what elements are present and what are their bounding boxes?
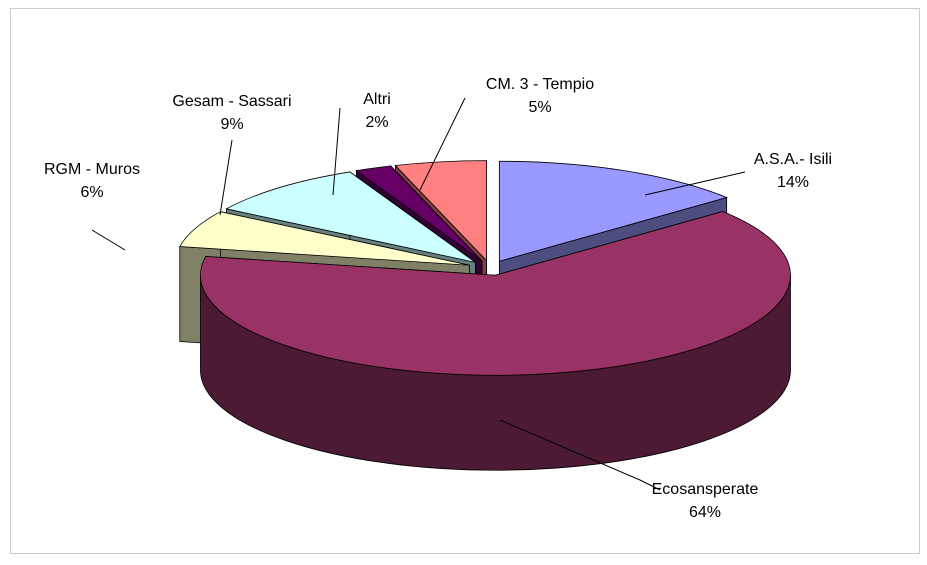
slice-top [394,160,487,262]
slice-label: RGM - Muros [44,161,140,178]
leader-line [91,229,126,251]
slice-value-label: 14% [777,174,809,191]
slice-value-label: 6% [80,184,103,201]
leader-line [332,107,341,196]
slice-top [355,165,483,262]
slice-top [498,160,728,262]
slice-value-label: 9% [220,116,243,133]
slice-top [200,211,791,376]
slice-value-label: 2% [365,114,388,131]
slice-label: Altri [363,91,391,108]
slice-value-label: 64% [689,504,721,521]
leader-line [499,419,661,491]
slice-label: Gesam - Sassari [172,93,291,110]
slice [200,210,791,471]
leader-line [219,139,233,216]
slice-label: A.S.A.- Isili [754,151,832,168]
slice-value-label: 5% [528,99,551,116]
leader-line [644,171,746,196]
slice-label: CM. 3 - Tempio [486,76,594,93]
leader-line [419,97,466,191]
slice-top [225,171,476,263]
slice-label: Ecosansperate [652,481,759,498]
